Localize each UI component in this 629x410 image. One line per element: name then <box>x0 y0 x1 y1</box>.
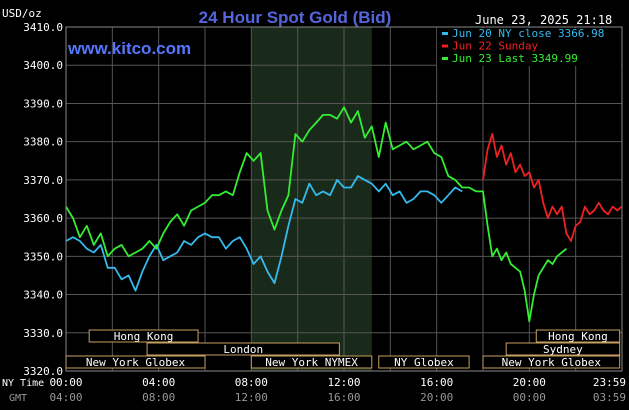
x-tick-label: 08:00 <box>235 376 268 389</box>
session-label: NY Globex <box>394 356 454 369</box>
x-tick-label: 16:00 <box>420 376 453 389</box>
session-label: London <box>223 343 263 356</box>
y-tick-label: 3360.0 <box>23 212 63 225</box>
series-line-2 <box>482 133 623 242</box>
x-axis-row-label: NY Time <box>2 378 44 389</box>
session-label: New York Globex <box>502 356 602 369</box>
legend-label: Jun 22 Sunday <box>452 40 538 53</box>
legend-label: Jun 20 NY close 3366.98 <box>452 27 604 40</box>
legend-entry: Jun 20 NY close 3366.98 <box>442 27 604 40</box>
market-sessions: Hong Kong London New York Globex New York N… <box>65 329 621 369</box>
session-label: Hong Kong <box>548 330 608 343</box>
x-tick-label: 00:00 <box>513 391 546 404</box>
y-tick-label: 3350.0 <box>23 250 63 263</box>
legend-swatch <box>442 57 448 60</box>
x-tick-label: 23:59 <box>593 376 626 389</box>
session-label: Hong Kong <box>114 330 174 343</box>
session-bar <box>482 355 621 369</box>
y-tick-label: 3370.0 <box>23 174 63 187</box>
x-tick-label: 00:00 <box>49 376 82 389</box>
session-bar <box>146 342 340 356</box>
session-label: New York Globex <box>86 356 186 369</box>
session-label: New York NYMEX <box>265 356 358 369</box>
y-tick-label: 3390.0 <box>23 97 63 110</box>
session-sydney: Sydney <box>505 342 621 356</box>
session-bar <box>505 342 621 356</box>
y-tick-label: 3400.0 <box>23 59 63 72</box>
session-new-york-globex: New York Globex <box>65 355 206 369</box>
session-hong-kong: Hong Kong <box>88 329 199 343</box>
legend-swatch <box>442 44 448 48</box>
x-tick-label: 20:00 <box>513 376 546 389</box>
y-tick-label: 3380.0 <box>23 136 63 149</box>
session-new-york-globex: New York Globex <box>482 355 621 369</box>
session-bar <box>250 355 373 369</box>
x-tick-label: 03:59 <box>593 391 626 404</box>
session-bar <box>65 355 206 369</box>
y-tick-label: 3340.0 <box>23 289 63 302</box>
session-new-york-nymex: New York NYMEX <box>250 355 373 369</box>
series-line-1 <box>65 175 463 292</box>
x-tick-label: 20:00 <box>420 391 453 404</box>
legend-label: Jun 23 Last 3349.99 <box>452 52 578 65</box>
legend-swatch <box>442 32 448 35</box>
axes: 3320.0 3330.0 3340.0 3350.0 3360.0 3370.0 3380… <box>2 21 626 404</box>
legend-background <box>437 28 621 66</box>
session-london: London <box>146 342 340 356</box>
session-bar <box>378 355 470 369</box>
watermark: www.kitco.com <box>67 39 191 58</box>
chart-title: 24 Hour Spot Gold (Bid) <box>199 8 392 27</box>
y-axis-unit: USD/oz <box>2 7 42 20</box>
session-bar <box>535 329 621 343</box>
y-tick-label: 3330.0 <box>23 327 63 340</box>
nymex-session-highlight <box>251 27 372 371</box>
y-tick-label: 3320.0 <box>23 365 63 378</box>
session-ny-globex: NY Globex <box>378 355 470 369</box>
x-tick-label: 08:00 <box>142 391 175 404</box>
y-tick-label: 3410.0 <box>23 21 63 34</box>
plot-frame <box>65 26 623 372</box>
session-bar <box>88 329 199 343</box>
plot-area <box>65 26 623 372</box>
x-tick-label: 12:00 <box>235 391 268 404</box>
x-tick-label: 04:00 <box>49 391 82 404</box>
x-tick-label: 12:00 <box>327 376 360 389</box>
timestamp: June 23, 2025 21:18 <box>475 13 612 27</box>
x-tick-label: 16:00 <box>327 391 360 404</box>
series-line-3 <box>65 106 567 323</box>
x-axis-row-label: GMT <box>9 393 27 404</box>
session-hong-kong: Hong Kong <box>535 329 621 343</box>
legend-entry: Jun 22 Sunday <box>442 40 538 53</box>
x-tick-label: 04:00 <box>142 376 175 389</box>
legend-entry: Jun 23 Last 3349.99 <box>442 52 578 65</box>
session-label: Sydney <box>543 343 583 356</box>
